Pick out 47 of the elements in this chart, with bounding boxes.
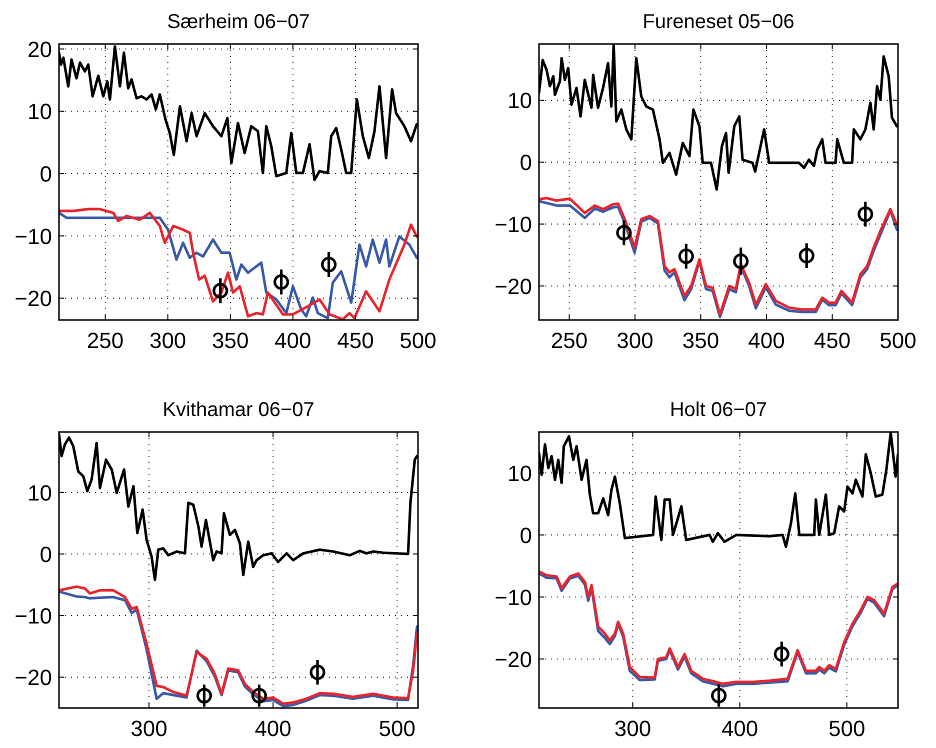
x-tick-label: 500 (880, 328, 916, 353)
y-tick-label: −20 (14, 286, 52, 312)
x-tick-label: 500 (400, 328, 436, 353)
y-tick-label: −10 (14, 224, 52, 249)
x-tick-label: 300 (616, 328, 654, 353)
x-tick-label: 400 (748, 328, 785, 353)
y-tick-label: −10 (494, 212, 532, 237)
y-tick-label: −10 (14, 604, 52, 629)
x-tick-label: 500 (828, 716, 866, 741)
x-tick-label: 400 (274, 328, 312, 353)
y-tick-label: 10 (28, 99, 52, 124)
y-tick-label: 10 (28, 480, 52, 506)
chart-title: Særheim 06−07 (167, 11, 310, 33)
chart-title: Holt 06−07 (670, 399, 768, 421)
y-tick-label: −20 (494, 274, 532, 299)
chart-title: Kvithamar 06−07 (162, 399, 314, 421)
x-tick-label: 300 (614, 716, 652, 741)
y-tick-label: 0 (40, 162, 52, 187)
point (273, 274, 290, 290)
x-tick-label: 400 (254, 716, 292, 741)
point (321, 256, 337, 272)
y-tick-label: 0 (40, 542, 52, 567)
y-tick-label: 0 (520, 522, 532, 548)
point (858, 206, 874, 222)
x-tick-label: 500 (378, 716, 416, 741)
y-tick-label: 10 (508, 460, 532, 486)
y-tick-label: 0 (520, 150, 532, 176)
x-tick-label: 250 (550, 328, 588, 353)
x-tick-label: 400 (721, 716, 758, 741)
x-tick-label: 300 (130, 716, 168, 741)
y-tick-label: −20 (14, 665, 52, 690)
x-tick-label: 450 (814, 328, 851, 353)
x-tick-label: 250 (86, 328, 124, 353)
point (733, 253, 749, 270)
y-tick-label: −20 (494, 646, 532, 672)
point (798, 248, 814, 264)
chart-title: Fureneset 05−06 (642, 11, 794, 33)
x-tick-label: 300 (149, 328, 186, 353)
point (212, 282, 228, 299)
y-tick-label: 10 (508, 88, 532, 114)
y-tick-label: 20 (28, 36, 52, 62)
x-tick-label: 350 (212, 328, 249, 353)
x-tick-label: 450 (337, 328, 374, 353)
y-tick-label: −10 (494, 584, 532, 610)
point (616, 224, 632, 241)
x-tick-label: 350 (682, 328, 720, 353)
point (678, 248, 694, 264)
